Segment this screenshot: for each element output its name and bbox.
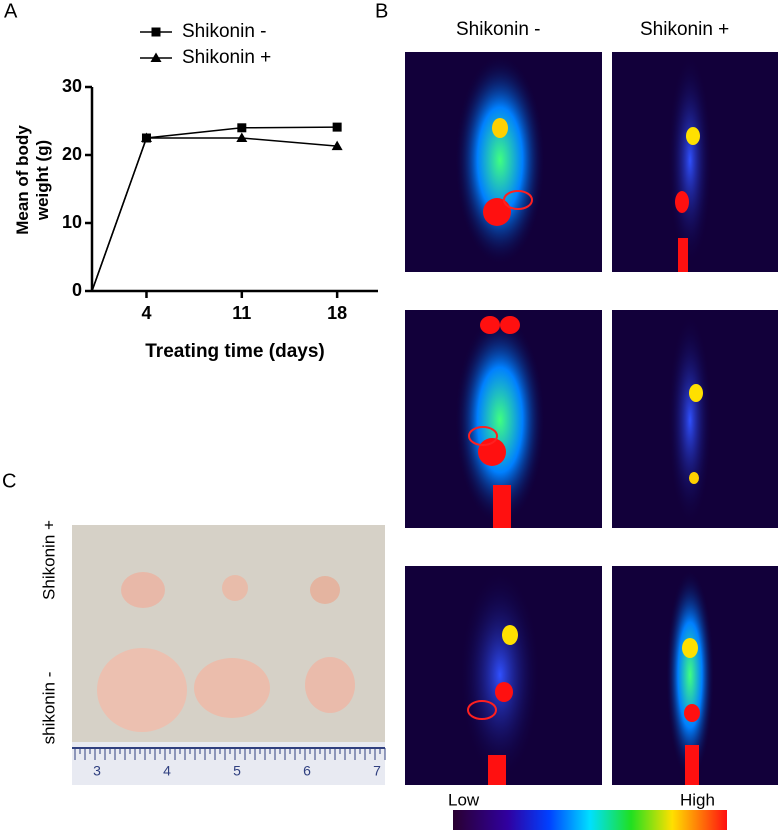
- colorbar-label: High: [680, 790, 715, 809]
- marker: [332, 122, 342, 132]
- legend-label: Shikonin -: [182, 21, 267, 42]
- pet-images: [405, 52, 778, 785]
- y-tick-label: 10: [62, 212, 82, 232]
- marker: [140, 132, 152, 142]
- ruler-number: 4: [163, 763, 171, 779]
- tumor-photo: [72, 525, 385, 785]
- marker: [236, 132, 248, 142]
- ruler-number: 3: [93, 763, 101, 779]
- marker: [331, 140, 343, 151]
- y-tick-label: 30: [62, 76, 82, 96]
- panel-label: C: [2, 470, 16, 492]
- series-line: [91, 126, 338, 292]
- column-label: Shikonin +: [640, 19, 729, 40]
- marker: [150, 52, 162, 62]
- x-tick-label: 18: [327, 303, 347, 323]
- column-label: Shikonin -: [456, 19, 541, 40]
- row-label: shikonin -: [39, 672, 58, 745]
- x-axis-label: Treating time (days): [145, 341, 325, 362]
- row-label: Shikonin +: [39, 520, 58, 600]
- y-tick-label: 20: [62, 144, 82, 164]
- x-tick-label: 4: [141, 303, 151, 323]
- x-tick-label: 11: [232, 303, 251, 323]
- colorbar-label: Low: [448, 790, 480, 809]
- colorbar: [453, 810, 727, 830]
- legend-label: Shikonin +: [182, 47, 271, 68]
- ruler-number: 5: [233, 763, 241, 779]
- y-axis-label: Mean of body weight (g): [13, 125, 52, 235]
- marker: [151, 27, 161, 37]
- marker: [237, 123, 247, 133]
- y-tick-label: 0: [72, 280, 82, 300]
- ruler-number: 7: [373, 763, 381, 779]
- ruler-number: 6: [303, 763, 311, 779]
- panel-label: B: [375, 0, 388, 22]
- series-line: [91, 137, 338, 292]
- panel-label: A: [4, 0, 18, 22]
